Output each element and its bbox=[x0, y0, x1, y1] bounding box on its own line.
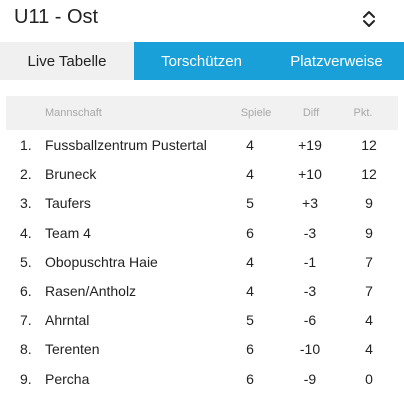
row-games: 5 bbox=[246, 195, 254, 212]
row-diff: +10 bbox=[298, 166, 322, 183]
column-header-team: Mannschaft bbox=[45, 107, 102, 119]
row-team: Rasen/Antholz bbox=[45, 282, 137, 299]
table-row[interactable]: 4. Team 4 6 -3 9 bbox=[0, 218, 404, 247]
league-select-button[interactable] bbox=[360, 8, 378, 30]
row-points: 0 bbox=[365, 370, 373, 387]
row-rank: 9. bbox=[20, 370, 32, 387]
table-row[interactable]: 9. Percha 6 -9 0 bbox=[0, 364, 404, 393]
tab-bar: Live Tabelle Torschützen Platzverweise bbox=[0, 42, 404, 80]
row-team: Fussballzentrum Pustertal bbox=[45, 137, 207, 153]
tab-platzverweise[interactable]: Platzverweise bbox=[269, 42, 404, 80]
row-games: 5 bbox=[246, 312, 254, 329]
row-diff: -10 bbox=[299, 341, 321, 358]
row-diff: -1 bbox=[303, 253, 317, 270]
row-games: 6 bbox=[246, 341, 254, 358]
row-points: 9 bbox=[365, 195, 373, 212]
row-games: 4 bbox=[246, 253, 254, 270]
row-diff: +19 bbox=[298, 137, 322, 153]
row-diff: -3 bbox=[303, 282, 317, 299]
row-diff: -3 bbox=[303, 224, 317, 241]
column-header-diff: Diff bbox=[302, 107, 320, 119]
row-points: 7 bbox=[365, 253, 373, 270]
row-team: Obopuschtra Haie bbox=[45, 253, 158, 270]
table-row[interactable]: 5. Obopuschtra Haie 4 -1 7 bbox=[0, 247, 404, 276]
row-rank: 1. bbox=[20, 137, 32, 153]
header: U11 - Ost bbox=[0, 0, 404, 42]
row-points: 7 bbox=[365, 282, 373, 299]
league-title: U11 - Ost bbox=[14, 6, 99, 28]
row-points: 12 bbox=[361, 137, 377, 153]
table-row[interactable]: 6. Rasen/Antholz 4 -3 7 bbox=[0, 276, 404, 305]
row-team: Taufers bbox=[45, 195, 91, 212]
table-header: Mannschaft Spiele Diff Pkt. bbox=[6, 96, 398, 130]
column-header-points: Pkt. bbox=[353, 107, 373, 119]
row-points: 4 bbox=[365, 341, 373, 358]
row-team: Percha bbox=[45, 370, 90, 387]
row-diff: +3 bbox=[302, 195, 318, 212]
row-points: 9 bbox=[365, 224, 373, 241]
row-team: Team 4 bbox=[45, 224, 91, 241]
row-rank: 6. bbox=[20, 282, 32, 299]
row-rank: 3. bbox=[20, 195, 32, 212]
column-header-games: Spiele bbox=[240, 107, 272, 119]
row-rank: 7. bbox=[20, 312, 32, 329]
tab-torschuetzen[interactable]: Torschützen bbox=[134, 42, 269, 80]
row-rank: 8. bbox=[20, 341, 32, 358]
chevron-up-down-icon bbox=[363, 11, 375, 27]
row-team: Terenten bbox=[45, 341, 100, 358]
row-rank: 5. bbox=[20, 253, 32, 270]
row-diff: -6 bbox=[303, 312, 317, 329]
row-games: 4 bbox=[246, 137, 254, 153]
table-row[interactable]: 3. Taufers 5 +3 9 bbox=[0, 188, 404, 217]
standings-table: 1. Fussballzentrum Pustertal 4 +19 12 2.… bbox=[0, 130, 404, 393]
row-points: 4 bbox=[365, 312, 373, 329]
row-diff: -9 bbox=[303, 370, 317, 387]
row-rank: 4. bbox=[20, 224, 32, 241]
row-team: Ahrntal bbox=[45, 312, 90, 329]
table-row[interactable]: 1. Fussballzentrum Pustertal 4 +19 12 bbox=[0, 130, 404, 159]
row-rank: 2. bbox=[20, 166, 32, 183]
table-row[interactable]: 7. Ahrntal 5 -6 4 bbox=[0, 305, 404, 334]
row-team: Bruneck bbox=[45, 166, 97, 183]
row-games: 6 bbox=[246, 370, 254, 387]
tab-live-tabelle[interactable]: Live Tabelle bbox=[0, 42, 134, 80]
table-row[interactable]: 8. Terenten 6 -10 4 bbox=[0, 334, 404, 363]
row-games: 6 bbox=[246, 224, 254, 241]
row-games: 4 bbox=[246, 166, 254, 183]
row-games: 4 bbox=[246, 282, 254, 299]
row-points: 12 bbox=[361, 166, 377, 183]
table-row[interactable]: 2. Bruneck 4 +10 12 bbox=[0, 159, 404, 188]
